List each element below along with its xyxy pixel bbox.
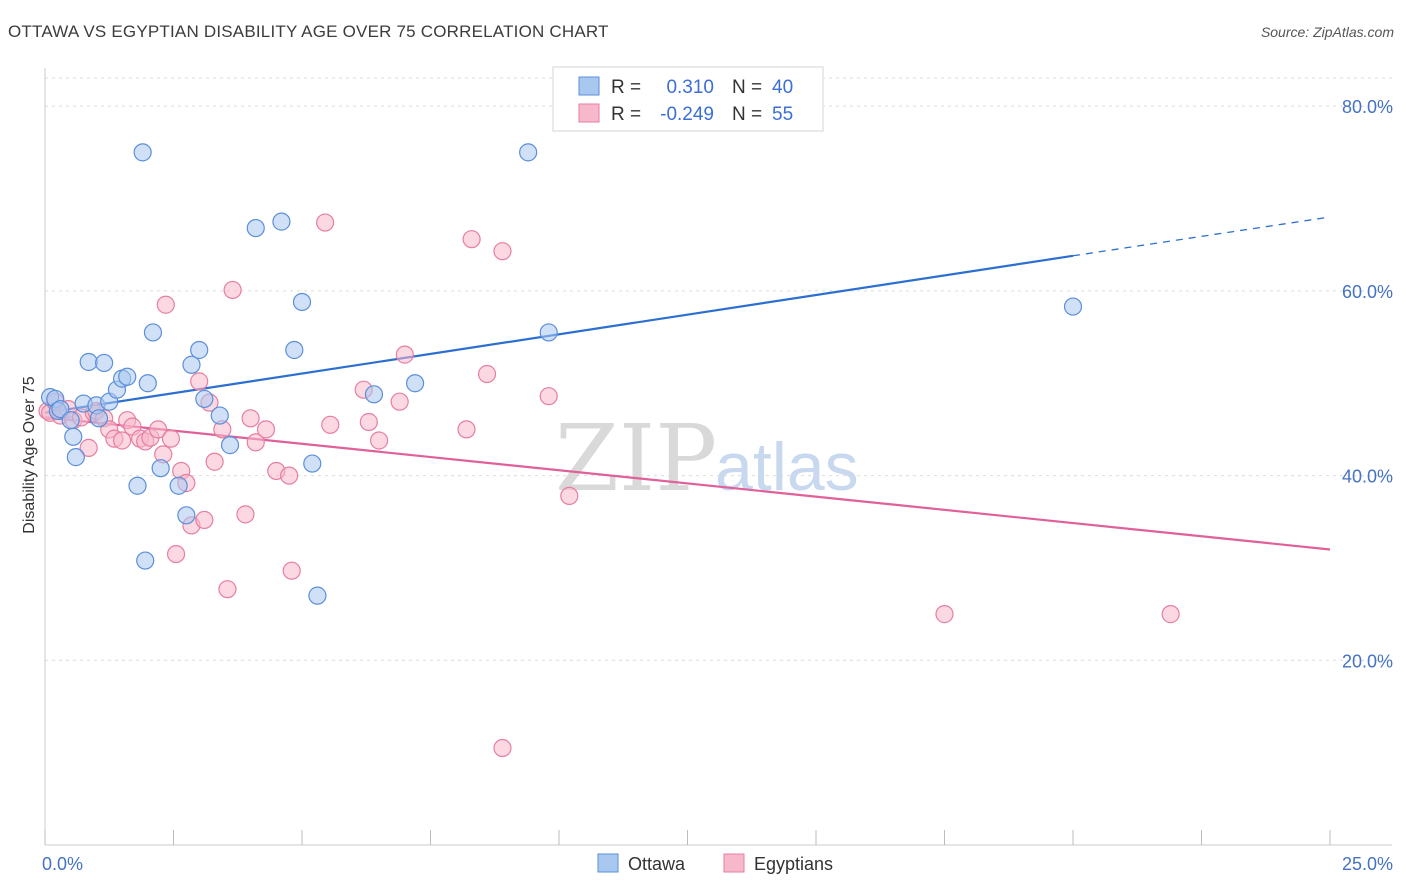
- point-ottawa: [190, 340, 209, 360]
- point-egyptians: [359, 412, 378, 432]
- point-ottawa: [308, 586, 327, 605]
- x-tick-label: 25.0%: [1342, 854, 1393, 874]
- watermark-atlas: atlas: [715, 429, 859, 505]
- point-egyptians: [493, 738, 512, 758]
- point-egyptians: [205, 452, 224, 471]
- point-egyptians: [321, 415, 340, 434]
- point-egyptians: [166, 544, 186, 564]
- point-ottawa: [1063, 297, 1083, 316]
- point-egyptians: [316, 213, 335, 232]
- point-egyptians: [236, 505, 255, 524]
- legend-n-value: 40: [772, 77, 793, 98]
- point-egyptians: [256, 420, 276, 439]
- point-ottawa: [118, 367, 137, 386]
- point-egyptians: [477, 364, 497, 384]
- point-ottawa: [51, 399, 70, 419]
- point-ottawa: [177, 506, 196, 525]
- point-egyptians: [493, 242, 512, 261]
- point-ottawa: [285, 340, 304, 360]
- point-ottawa: [246, 218, 265, 238]
- point-ottawa: [169, 476, 188, 495]
- y-tick-label: 80.0%: [1342, 97, 1393, 117]
- point-egyptians: [190, 372, 209, 391]
- point-egyptians: [462, 230, 481, 249]
- legend-n-label: N =: [732, 104, 762, 125]
- point-egyptians: [79, 438, 98, 457]
- point-egyptians: [390, 392, 409, 411]
- trend-extension-ottawa: [1072, 216, 1331, 257]
- point-ottawa: [210, 406, 229, 425]
- point-ottawa: [66, 448, 85, 467]
- data-points: [38, 143, 1180, 758]
- series-label-egyptians: Egyptians: [754, 854, 833, 874]
- point-ottawa: [220, 436, 240, 455]
- point-ottawa: [64, 427, 83, 446]
- point-egyptians: [223, 280, 242, 300]
- point-ottawa: [95, 353, 114, 373]
- point-ottawa: [519, 143, 538, 162]
- point-ottawa: [89, 409, 109, 428]
- series-legend: Ottawa Egyptians: [597, 853, 833, 874]
- y-tick-label: 60.0%: [1342, 282, 1393, 302]
- point-egyptians: [539, 387, 558, 406]
- point-ottawa: [364, 385, 384, 404]
- y-tick-label: 40.0%: [1342, 467, 1393, 487]
- x-tick-label: 0.0%: [42, 854, 83, 874]
- legend-swatch-egyptians: [578, 103, 600, 123]
- point-egyptians: [395, 345, 414, 364]
- axes: [44, 68, 1392, 846]
- legend-n-value: 55: [772, 104, 793, 125]
- legend-swatch-ottawa: [578, 76, 600, 96]
- point-egyptians: [370, 431, 389, 450]
- point-ottawa: [272, 212, 291, 231]
- point-ottawa: [128, 476, 147, 495]
- point-ottawa: [61, 411, 80, 430]
- series-label-ottawa: Ottawa: [628, 854, 686, 874]
- series-swatch-egyptians: [723, 853, 745, 873]
- point-ottawa: [539, 323, 558, 342]
- source-label: Source: ZipAtlas.com: [1260, 24, 1394, 40]
- watermark-zip: ZIP: [555, 405, 717, 512]
- legend-r-value: -0.249: [660, 104, 714, 125]
- point-egyptians: [560, 486, 579, 506]
- point-egyptians: [1161, 605, 1180, 624]
- legend-r-value: 0.310: [666, 77, 714, 98]
- legend-r-label: R =: [611, 77, 641, 98]
- point-egyptians: [156, 295, 175, 314]
- watermark: ZIP atlas: [555, 405, 859, 512]
- legend-r-label: R =: [611, 104, 641, 125]
- point-ottawa: [195, 389, 214, 409]
- tick-labels: 20.0% 40.0% 60.0% 80.0% 0.0% 25.0%: [42, 97, 1393, 874]
- y-axis-title: Disability Age Over 75: [21, 376, 38, 534]
- trend-line-ottawa: [44, 254, 1074, 414]
- point-ottawa: [136, 551, 155, 570]
- series-swatch-ottawa: [597, 853, 619, 873]
- point-ottawa: [138, 374, 157, 393]
- point-egyptians: [282, 561, 301, 580]
- point-egyptians: [246, 433, 265, 452]
- point-ottawa: [79, 352, 98, 372]
- point-egyptians: [280, 466, 299, 485]
- point-ottawa: [303, 454, 322, 473]
- legend-n-label: N =: [732, 77, 762, 98]
- point-egyptians: [148, 420, 168, 439]
- point-ottawa: [133, 143, 152, 162]
- chart-title: OTTAWA VS EGYPTIAN DISABILITY AGE OVER 7…: [8, 22, 609, 41]
- point-ottawa: [292, 292, 312, 312]
- point-ottawa: [405, 374, 425, 393]
- grid-lines: [45, 77, 1392, 661]
- point-egyptians: [457, 420, 476, 439]
- point-ottawa: [143, 323, 163, 342]
- stats-legend: R = 0.310 N = 40 R = -0.249 N = 55: [552, 66, 824, 132]
- point-ottawa: [182, 355, 201, 374]
- point-egyptians: [218, 580, 237, 599]
- point-egyptians: [935, 605, 954, 624]
- point-egyptians: [161, 429, 181, 448]
- y-tick-label: 20.0%: [1342, 651, 1393, 671]
- point-egyptians: [241, 409, 260, 428]
- point-egyptians: [112, 431, 132, 450]
- point-egyptians: [195, 510, 214, 530]
- point-ottawa: [151, 459, 170, 478]
